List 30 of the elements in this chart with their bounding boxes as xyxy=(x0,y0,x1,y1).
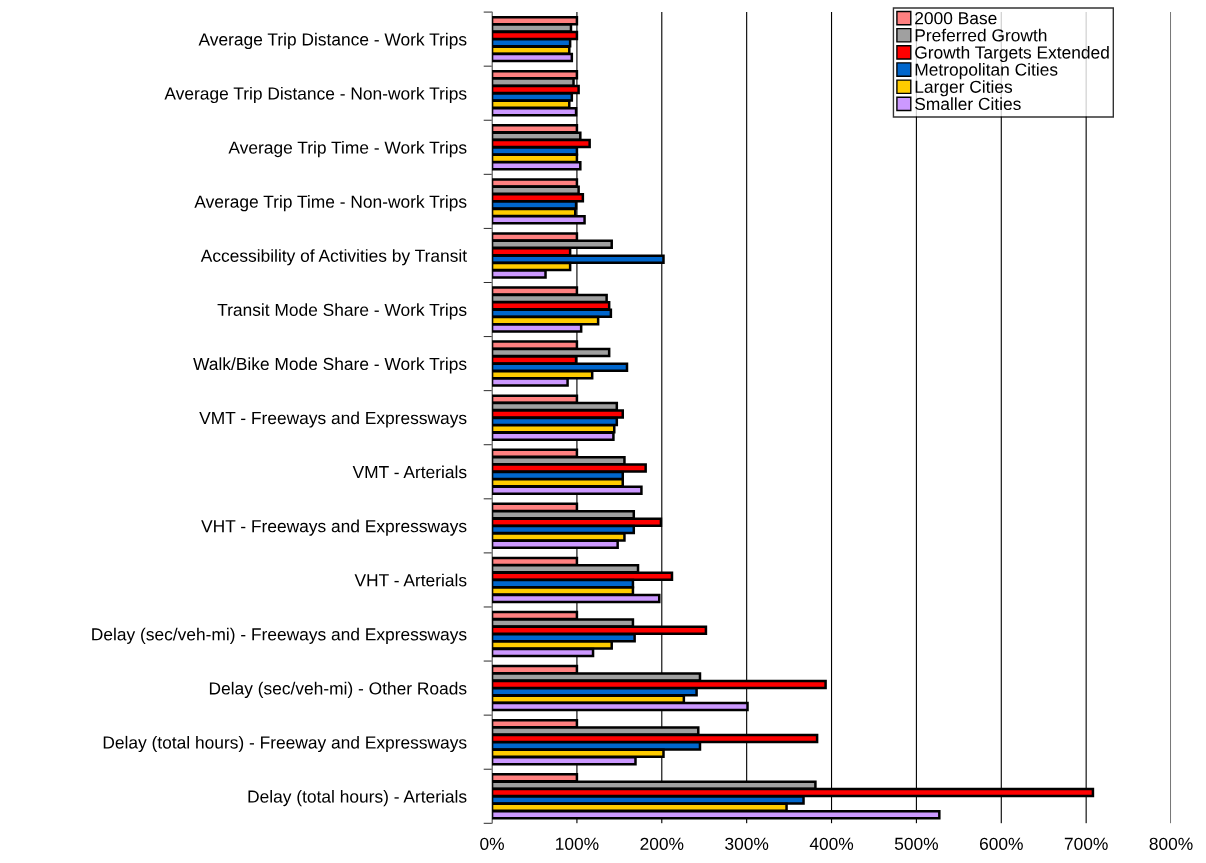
x-tick-label: 400% xyxy=(809,837,854,850)
y-tick-label: Transit Mode Share - Work Trips xyxy=(217,303,467,320)
x-tick-label: 700% xyxy=(1064,837,1108,850)
x-tick-label: 300% xyxy=(725,837,769,850)
x-tick-label: 100% xyxy=(556,837,599,850)
y-tick-label: Accessibility of Activities by Transit xyxy=(200,249,467,266)
legend-label: 2000 Base xyxy=(915,12,997,25)
y-tick-label: Delay (sec/veh-mi) - Other Roads xyxy=(209,681,467,698)
y-tick-label: VMT - Arterials xyxy=(352,465,467,479)
x-tick-label: 500% xyxy=(894,837,938,850)
legend-label: Preferred Growth xyxy=(915,28,1047,42)
x-tick-label: 0% xyxy=(480,837,504,850)
x-tick-label: 200% xyxy=(640,837,684,850)
legend-label: Metropolitan Cities xyxy=(915,63,1058,80)
y-tick-label: VMT - Freeways and Expressways xyxy=(199,411,467,428)
y-tick-label: Average Trip Time - Work Trips xyxy=(228,140,467,158)
y-tick-label: Walk/Bike Mode Share - Work Trips xyxy=(193,357,467,374)
y-tick-label: Delay (total hours) - Arterials xyxy=(248,789,467,807)
x-tick-label: 600% xyxy=(979,837,1023,850)
y-tick-label: Average Trip Time - Non-work Trips xyxy=(194,195,467,212)
legend-label: Growth Targets Extended xyxy=(915,45,1109,63)
y-tick-label: Average Trip Distance - Work Trips xyxy=(198,32,467,50)
y-tick-label: VHT - Freeways and Expressways xyxy=(201,519,467,536)
x-tick-label: 800% xyxy=(1149,837,1193,850)
y-tick-label: VHT - Arterials xyxy=(354,573,467,587)
legend-label: Smaller Cities xyxy=(915,97,1021,111)
y-tick-label: Delay (sec/veh-mi) - Freeways and Expressways xyxy=(92,627,467,644)
legend-label: Larger Cities xyxy=(915,80,1013,97)
y-tick-label: Delay (total hours) - Freeway and Expressways xyxy=(103,735,467,753)
y-tick-label: Average Trip Distance - Non-work Trips xyxy=(164,86,467,104)
